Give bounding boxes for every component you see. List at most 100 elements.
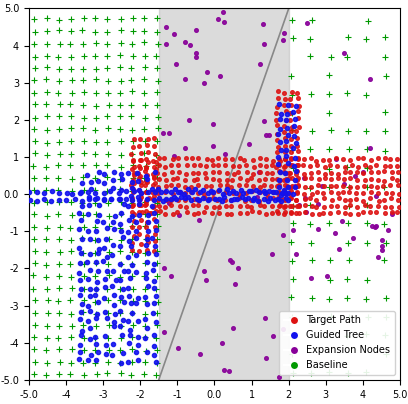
Point [80,65,86,72]
Point [92,224,98,231]
Point [166,200,173,206]
Point [289,258,295,264]
Point [256,197,263,204]
Point [206,196,213,202]
Point [295,103,302,109]
Point [264,170,271,176]
Point [129,15,136,21]
Point [326,368,333,375]
Point [136,201,142,208]
Point [177,203,183,209]
Point [42,236,49,242]
Point [44,310,51,316]
Point [94,195,101,202]
Point [104,15,110,22]
Point [31,359,38,365]
Point [31,297,38,303]
Point [106,322,112,328]
Point [287,96,293,102]
Point [151,352,157,358]
Point [209,121,216,127]
Point [268,210,275,217]
Point [153,227,159,234]
Point [214,196,221,203]
Point [307,163,313,169]
Point [42,372,49,378]
Point [92,347,99,354]
Point [364,314,371,321]
Point [379,183,386,190]
Point [104,315,111,322]
Point [221,367,228,373]
Point [116,126,123,133]
Point [101,196,108,202]
Point [155,223,161,229]
Point [71,196,78,202]
Point [280,164,287,170]
Point [233,196,240,202]
Point [32,53,39,60]
Point [216,168,222,175]
Point [294,203,301,210]
Point [138,240,145,247]
Point [104,113,110,119]
Point [84,228,91,234]
Point [182,184,188,190]
Point [104,29,110,36]
Point [248,197,254,203]
Point [133,252,140,259]
Point [278,198,285,204]
Point [326,257,333,263]
Point [282,108,289,114]
Point [229,190,236,196]
Point [81,150,88,156]
Point [171,31,177,38]
Point [168,189,175,196]
Point [257,161,264,168]
Point [203,175,210,181]
Point [44,152,50,158]
Point [163,183,169,189]
Point [67,113,74,120]
Point [142,236,149,242]
Point [56,273,62,279]
Point [137,189,144,196]
Point [347,202,353,208]
Point [93,260,100,267]
Point [106,347,112,353]
Point [102,309,109,316]
Point [151,278,157,284]
Point [153,286,159,292]
Point [104,174,111,181]
Point [324,272,330,279]
Point [275,95,282,101]
Point [321,204,328,210]
Point [364,240,370,246]
Point [137,157,144,164]
Point [375,169,382,175]
Point [382,128,388,135]
Point [86,286,93,292]
Point [79,236,86,242]
Point [250,170,256,177]
Point [346,157,353,163]
Point [341,175,347,182]
Point [328,188,335,195]
Point [368,176,375,183]
Point [190,162,197,168]
Point [154,273,160,279]
Point [116,297,123,303]
Point [154,236,160,242]
Point [129,333,135,340]
Point [32,322,39,329]
Point [118,16,124,22]
Point [128,151,135,158]
Point [150,285,157,292]
Point [118,171,124,178]
Point [34,198,40,204]
Point [270,195,276,201]
Point [128,193,135,199]
Point [131,233,137,239]
Point [353,196,360,203]
Point [56,223,63,230]
